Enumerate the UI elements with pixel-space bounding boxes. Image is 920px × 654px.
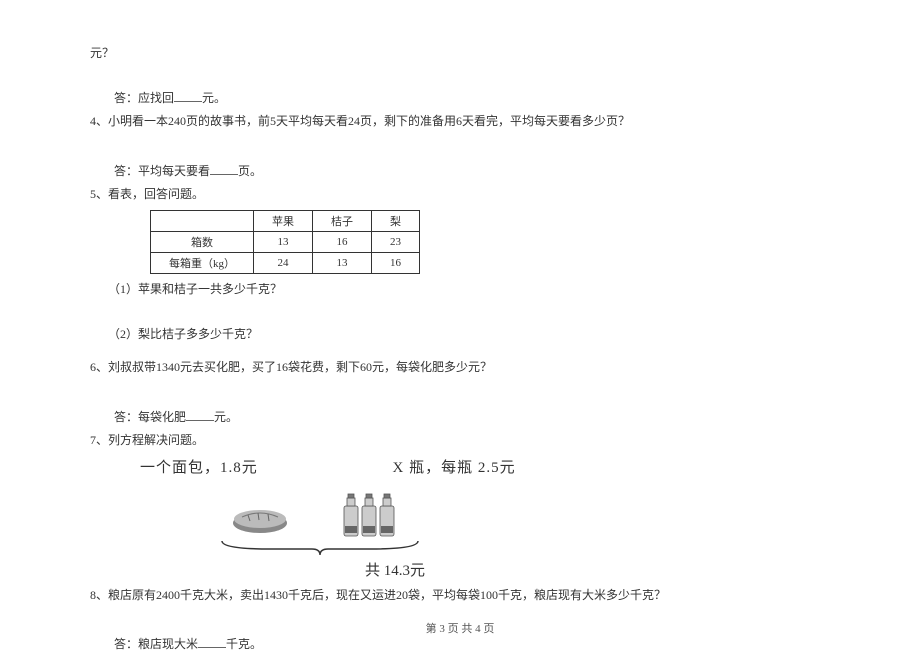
q6-blank (186, 408, 214, 421)
q5-sub1: （1）苹果和桔子一共多少千克？ (108, 280, 830, 299)
table-cell: 16 (313, 231, 372, 252)
bread-icon (230, 505, 290, 535)
table-cell: 16 (372, 252, 420, 273)
page-footer: 第 3 页 共 4 页 (0, 620, 920, 636)
q4-text: 4、小明看一本240页的故事书，前5天平均每天看24页，剩下的准备用6天看完，平… (90, 112, 830, 131)
q5-title: 5、看表，回答问题。 (90, 185, 830, 204)
table-cell: 23 (372, 231, 420, 252)
table-cell: 24 (254, 252, 313, 273)
q4-answer-prefix: 答：平均每天要看 (114, 164, 210, 178)
table-header-cell: 桔子 (313, 210, 372, 231)
q8-blank (198, 635, 226, 648)
q5-table: 苹果 桔子 梨 箱数 13 16 23 每箱重（kg） 24 13 16 (150, 210, 420, 274)
q6-answer-line: 答：每袋化肥 元。 (90, 408, 830, 427)
table-header-row: 苹果 桔子 梨 (151, 210, 420, 231)
q7-label-left: 一个面包，1.8元 (140, 460, 258, 476)
q3-answer-suffix: 元。 (202, 91, 226, 105)
q7-figure: 一个面包，1.8元 X 瓶，每瓶 2.5元 (130, 456, 830, 580)
table-header-cell: 梨 (372, 210, 420, 231)
q4-blank (210, 162, 238, 175)
q8-text: 8、粮店原有2400千克大米，卖出1430千克后，现在又运进20袋，平均每袋10… (90, 586, 830, 605)
table-header-cell: 苹果 (254, 210, 313, 231)
table-cell: 箱数 (151, 231, 254, 252)
q8-answer-prefix: 答：粮店现大米 (114, 637, 198, 651)
table-cell: 每箱重（kg） (151, 252, 254, 273)
q3-blank (174, 89, 202, 102)
q3-answer-prefix: 答：应找回 (114, 91, 174, 105)
table-row: 每箱重（kg） 24 13 16 (151, 252, 420, 273)
q4-answer-line: 答：平均每天要看 页。 (90, 162, 830, 181)
table-header-cell (151, 210, 254, 231)
brace-icon (220, 539, 420, 557)
q3-answer-line: 答：应找回 元。 (90, 89, 830, 108)
table-cell: 13 (254, 231, 313, 252)
q7-label-right: X 瓶，每瓶 2.5元 (393, 460, 516, 476)
q8-answer-line: 答：粮店现大米 千克。 (90, 635, 830, 654)
q8-answer-suffix: 千克。 (226, 637, 262, 651)
top-fragment: 元？ (90, 44, 830, 63)
q5-sub2: （2）梨比桔子多多少千克？ (108, 325, 830, 344)
q6-answer-suffix: 元。 (214, 410, 238, 424)
q6-text: 6、刘叔叔带1340元去买化肥，买了16袋花费，剩下60元，每袋化肥多少元？ (90, 358, 830, 377)
bottles-icon (340, 492, 400, 540)
q4-answer-suffix: 页。 (238, 164, 262, 178)
q6-answer-prefix: 答：每袋化肥 (114, 410, 186, 424)
table-cell: 13 (313, 252, 372, 273)
table-row: 箱数 13 16 23 (151, 231, 420, 252)
q7-title: 7、列方程解决问题。 (90, 431, 830, 450)
q7-total: 共 14.3元 (365, 559, 830, 580)
